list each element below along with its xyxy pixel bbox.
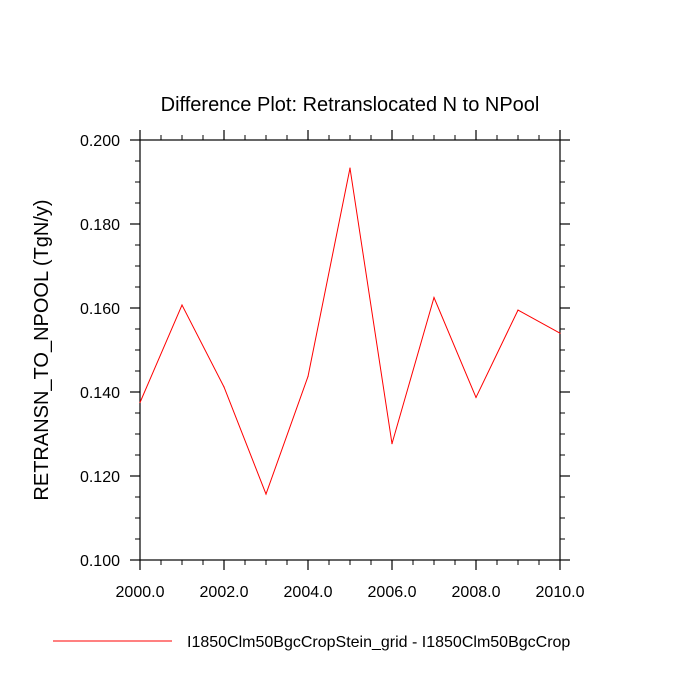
x-tick-label: 2000.0: [116, 584, 165, 601]
y-tick-label: 0.200: [80, 133, 120, 150]
data-point: [307, 375, 309, 378]
y-tick-label: 0.180: [80, 217, 120, 234]
data-point: [517, 309, 519, 311]
data-point: [349, 167, 351, 169]
series-line: [139, 168, 561, 496]
x-tick-label: 2002.0: [200, 584, 249, 601]
y-tick-label: 0.140: [80, 385, 120, 402]
legend: I1850Clm50BgcCropStein_grid - I1850Clm50…: [53, 634, 570, 651]
data-point: [391, 443, 393, 445]
plot-frame: [139, 139, 561, 561]
data-point: [223, 386, 225, 388]
data-point: [433, 296, 435, 299]
x-tick-label: 2008.0: [452, 584, 501, 601]
x-tick-label: 2004.0: [284, 584, 333, 601]
x-tick-label: 2006.0: [368, 584, 417, 601]
y-axis-label: RETRANSN_TO_NPOOL (TgN/y): [31, 199, 53, 500]
y-tick-label: 0.160: [80, 301, 120, 318]
legend-label: I1850Clm50BgcCropStein_grid - I1850Clm50…: [187, 634, 570, 651]
x-tick-label: 2010.0: [536, 584, 585, 601]
data-point: [475, 396, 477, 399]
data-point: [265, 493, 267, 495]
data-point: [181, 304, 183, 306]
data-point: [139, 401, 141, 404]
y-tick-label: 0.120: [80, 469, 120, 486]
y-tick-label: 0.100: [80, 553, 120, 570]
chart-title: Difference Plot: Retranslocated N to NPo…: [161, 94, 540, 116]
data-point: [559, 332, 561, 334]
plot-area: 2000.0 2002.0 2004.0 2006.0 2008.0 2010.0 0.10…: [80, 130, 585, 601]
